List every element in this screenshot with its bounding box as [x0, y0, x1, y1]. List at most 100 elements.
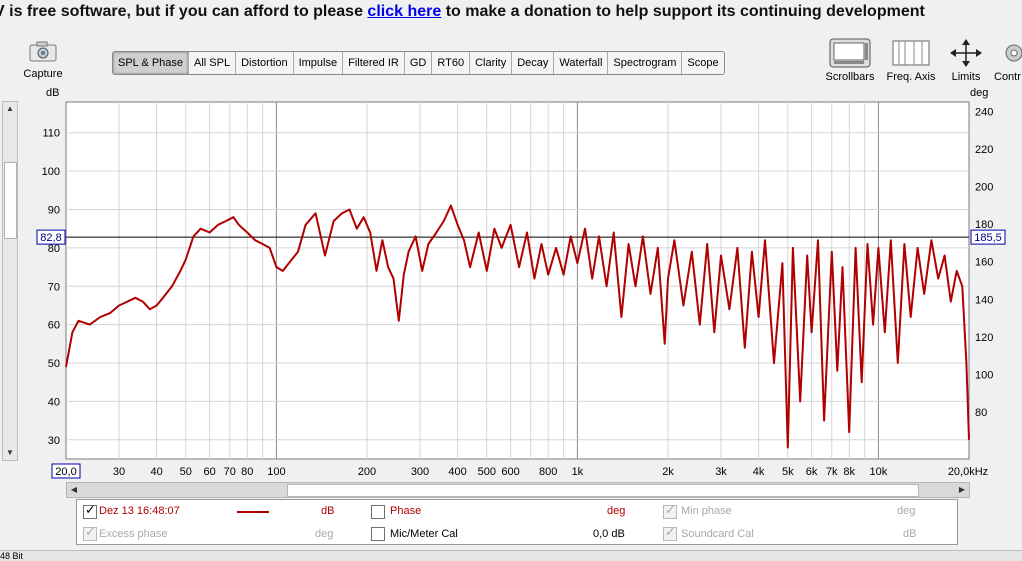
capture-button[interactable]: Capture [20, 40, 66, 80]
tab-filtered-ir[interactable]: Filtered IR [343, 52, 405, 74]
x-tick-label: 5k [782, 466, 794, 478]
x-tick-label: 100 [267, 466, 285, 478]
cursor-left-value: 82,8 [40, 232, 61, 244]
y-left-tick-label: 30 [48, 435, 60, 447]
x-tick-label: 80 [241, 466, 253, 478]
controls-button[interactable]: Contr [994, 38, 1022, 83]
y-right-tick-label: 180 [975, 219, 993, 231]
y-right-tick-label: 80 [975, 407, 987, 419]
x-tick-label: 1k [572, 466, 584, 478]
tab-gd[interactable]: GD [405, 52, 433, 74]
limits-button[interactable]: Limits [944, 38, 988, 83]
phase-checkbox[interactable] [371, 505, 385, 519]
spl-phase-graph[interactable]: 110 100 90 80 70 60 50 40 30 240 220 200 180 160 140 12… [0, 0, 1022, 500]
mic-cal-checkbox[interactable] [371, 527, 385, 541]
y-right-tick-label: 120 [975, 332, 993, 344]
phase-label: Phase [390, 505, 422, 517]
y-left-tick-label: 110 [42, 128, 60, 140]
y-right-tick-label: 220 [975, 144, 993, 156]
capture-label: Capture [23, 68, 63, 80]
tab-spectrogram[interactable]: Spectrogram [608, 52, 683, 74]
freq-axis-icon [892, 38, 930, 68]
check-icon: ✓ [85, 524, 96, 539]
tab-all-spl[interactable]: All SPL [189, 52, 237, 74]
scroll-left-arrow-icon[interactable]: ◀ [70, 485, 78, 494]
limits-label: Limits [951, 71, 981, 83]
excess-phase-checkbox[interactable]: ✓ [83, 524, 97, 541]
right-axis-unit: deg [970, 87, 989, 99]
x-end-label: 20,0kHz [948, 466, 988, 478]
x-tick-label: 4k [753, 466, 765, 478]
cursor-left-box [36, 229, 66, 245]
tab-impulse[interactable]: Impulse [294, 52, 344, 74]
y-left-tick-label: 60 [48, 320, 60, 332]
freq-axis-button[interactable]: Freq. Axis [882, 38, 940, 83]
x-tick-label: 2k [662, 466, 674, 478]
soundcard-cal-label: Soundcard Cal [681, 528, 754, 540]
x-tick-label: 40 [150, 466, 162, 478]
y-left-tick-label: 100 [42, 166, 60, 178]
limits-arrows-icon [948, 38, 984, 68]
soundcard-cal-checkbox[interactable]: ✓ [663, 525, 677, 541]
tab-waterfall[interactable]: Waterfall [554, 52, 609, 74]
x-tick-label: 30 [113, 466, 125, 478]
scroll-right-arrow-icon[interactable]: ▶ [958, 485, 966, 494]
tab-spl-phase[interactable]: SPL & Phase [113, 52, 190, 74]
trace-checkbox[interactable]: ✓ [83, 502, 97, 519]
x-tick-label: 70 [224, 466, 236, 478]
status-text: 48 Bit [0, 551, 24, 561]
horizontal-scrollbar[interactable]: ◀ ▶ [66, 482, 970, 498]
x-tick-label: 600 [501, 466, 519, 478]
x-tick-label: 400 [448, 466, 466, 478]
horizontal-scroll-thumb[interactable] [287, 484, 919, 497]
phase-unit: deg [607, 505, 626, 517]
tab-distortion[interactable]: Distortion [236, 52, 294, 74]
x-tick-label: 10k [870, 466, 888, 478]
scrollbars-icon [829, 38, 871, 68]
tab-clarity[interactable]: Clarity [470, 52, 513, 74]
scrollbars-label: Scrollbars [825, 71, 875, 83]
donation-banner: V is free software, but if you can affor… [0, 0, 1022, 24]
y-right-tick-label: 100 [975, 369, 993, 381]
tab-rt60[interactable]: RT60 [432, 52, 471, 74]
excess-phase-unit: deg [315, 528, 334, 540]
gear-icon [994, 38, 1022, 68]
controls-label: Contr [994, 71, 1021, 83]
scroll-down-arrow-icon[interactable]: ▼ [6, 448, 14, 457]
trace-legend: ✓ Dez 13 16:48:07 dB Phase deg ✓ Min pha… [76, 499, 958, 545]
x-tick-label: 60 [203, 466, 215, 478]
y-left-tick-label: 80 [48, 243, 60, 255]
x-tick-label: 300 [411, 466, 429, 478]
y-left-tick-label: 70 [48, 281, 60, 293]
x-tick-label: 8k [843, 466, 855, 478]
x-start-label: 20,0 [55, 466, 76, 478]
x-tick-label: 50 [180, 466, 192, 478]
scroll-up-arrow-icon[interactable]: ▲ [6, 104, 14, 113]
soundcard-cal-unit: dB [903, 528, 917, 540]
min-phase-unit: deg [897, 505, 916, 517]
excess-phase-label: Excess phase [99, 528, 168, 540]
donate-link[interactable]: click here [367, 3, 442, 20]
y-left-tick-label: 90 [48, 204, 60, 216]
vertical-scrollbar[interactable]: ▲ ▼ [2, 101, 18, 461]
vertical-scroll-thumb[interactable] [4, 162, 17, 239]
trace-unit: dB [321, 505, 335, 517]
left-axis-unit: dB [46, 87, 60, 99]
tab-decay[interactable]: Decay [512, 52, 555, 74]
tab-scope[interactable]: Scope [687, 57, 719, 69]
freq-axis-label: Freq. Axis [886, 71, 936, 83]
scrollbars-button[interactable]: Scrollbars [822, 38, 878, 83]
cursor-right-value: 185,5 [974, 232, 1002, 244]
check-icon: ✓ [85, 502, 96, 517]
x-tick-label: 800 [539, 466, 557, 478]
banner-trail-text: to make a donation to help support its c… [445, 3, 925, 20]
x-tick-label: 3k [715, 466, 727, 478]
x-tick-label: 7k [826, 466, 838, 478]
banner-lead-text: V is free software, but if you can affor… [0, 3, 363, 20]
x-tick-label: 6k [806, 466, 818, 478]
check-icon: ✓ [665, 502, 676, 517]
x-start-box [51, 463, 81, 479]
min-phase-checkbox[interactable]: ✓ [663, 502, 677, 519]
trace-line-swatch [237, 511, 269, 513]
cursor-right-box [970, 229, 1006, 245]
